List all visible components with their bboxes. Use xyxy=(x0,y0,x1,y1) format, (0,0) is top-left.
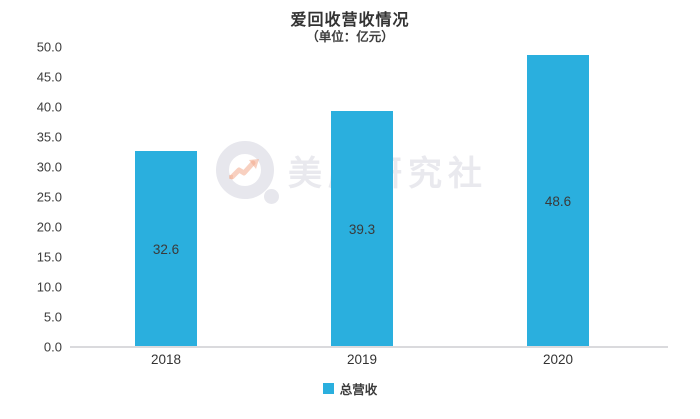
y-tick-label: 10.0 xyxy=(36,279,62,295)
y-tick-label: 25.0 xyxy=(36,189,62,205)
y-tick-label: 20.0 xyxy=(36,219,62,235)
bar-slot: 48.6 xyxy=(460,47,656,347)
plot-area: 美股研究社 32.639.348.6 xyxy=(68,47,668,348)
x-axis-line xyxy=(70,346,668,348)
x-tick-label: 2018 xyxy=(150,352,182,367)
x-tick-label: 2019 xyxy=(346,352,378,367)
y-tick-label: 0.0 xyxy=(43,339,62,355)
bar-value-label: 48.6 xyxy=(544,193,572,209)
bar-2019: 39.3 xyxy=(331,111,393,347)
chart-subtitle: （单位：亿元） xyxy=(306,30,394,44)
bar-value-label: 39.3 xyxy=(348,221,376,237)
legend-label: 总营收 xyxy=(339,383,378,397)
x-tick-label: 2020 xyxy=(542,352,574,367)
x-axis: 2018 2019 2020 xyxy=(68,352,656,367)
bars-container: 32.6 39.3 48.6 xyxy=(68,47,656,347)
y-tick-label: 15.0 xyxy=(36,249,62,265)
y-tick-label: 30.0 xyxy=(36,159,62,175)
y-tick-label: 40.0 xyxy=(36,99,62,115)
bar-2020: 48.6 xyxy=(527,55,589,347)
y-axis: 50.0 45.0 40.0 35.0 30.0 25.0 20.0 15.0 10.0 5.0 0… xyxy=(0,40,62,355)
y-tick-label: 35.0 xyxy=(36,129,62,145)
bar-slot: 32.6 xyxy=(68,47,264,347)
legend: 总营收 xyxy=(0,379,700,398)
y-tick-label: 45.0 xyxy=(36,69,62,85)
bar-slot: 39.3 xyxy=(264,47,460,347)
y-tick-label: 5.0 xyxy=(43,309,62,325)
chart-title: 爱回收营收情况 xyxy=(290,12,410,29)
bar-value-label: 32.6 xyxy=(152,241,180,257)
bar-2018: 32.6 xyxy=(135,151,197,347)
legend-swatch xyxy=(322,383,334,394)
y-tick-label: 50.0 xyxy=(36,39,62,55)
